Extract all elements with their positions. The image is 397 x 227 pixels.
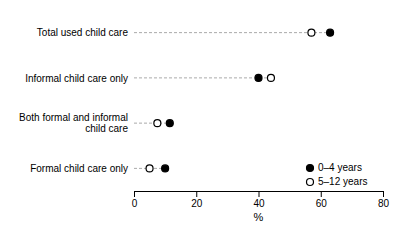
y-tick-label: Total used child care xyxy=(37,27,129,38)
x-tick-label: 20 xyxy=(191,198,203,209)
y-tick-label: Formal child care only xyxy=(30,163,128,174)
x-tick-label: 60 xyxy=(316,198,328,209)
legend-marker xyxy=(307,165,314,172)
x-axis-title: % xyxy=(254,211,264,223)
dot xyxy=(308,29,315,36)
x-tick-label: 0 xyxy=(132,198,138,209)
x-tick: 0 xyxy=(132,191,138,209)
legend: 0–4 years 5–12 years xyxy=(307,162,368,187)
x-tick: 20 xyxy=(191,191,203,209)
dot xyxy=(146,165,153,172)
dot xyxy=(166,120,173,127)
x-tick-label: 40 xyxy=(253,198,265,209)
chart: 0 20 40 60 80% Formal child care only Both for… xyxy=(0,0,397,227)
y-tick: Both formal and informalchild care xyxy=(19,112,128,134)
legend-label: 0–4 years xyxy=(318,162,362,173)
y-tick: Formal child care only xyxy=(30,163,128,174)
dot xyxy=(327,29,334,36)
legend-label: 5–12 years xyxy=(318,176,367,187)
guide-line xyxy=(134,77,271,78)
x-tick-label: 80 xyxy=(378,198,390,209)
x-axis-line xyxy=(135,192,384,198)
y-tick-label: Both formal and informalchild care xyxy=(19,112,128,134)
x-tick-mark xyxy=(134,191,135,197)
x-tick-mark xyxy=(383,191,384,197)
x-tick: 40 xyxy=(253,191,265,209)
guide-line xyxy=(134,32,330,33)
y-tick: Informal child care only xyxy=(25,73,128,84)
legend-item: 5–12 years xyxy=(307,176,368,187)
dot xyxy=(162,165,169,172)
dot xyxy=(267,74,274,81)
legend-marker xyxy=(307,179,314,186)
x-tick-mark xyxy=(321,191,322,197)
x-tick: 60 xyxy=(316,191,328,209)
x-tick-mark xyxy=(259,191,260,197)
dot xyxy=(255,74,262,81)
plot-area xyxy=(134,29,334,172)
x-tick: 80 xyxy=(378,191,390,209)
y-tick-label: Informal child care only xyxy=(25,73,128,84)
y-axis: Formal child care only Both formal and in… xyxy=(19,27,128,174)
guide-line xyxy=(134,123,170,124)
x-axis: 0 20 40 60 80 xyxy=(132,191,390,209)
dot xyxy=(154,120,161,127)
y-tick: Total used child care xyxy=(37,27,129,38)
series xyxy=(162,29,334,172)
x-tick-mark xyxy=(196,191,197,197)
legend-item: 0–4 years xyxy=(307,162,362,173)
series xyxy=(146,29,315,172)
